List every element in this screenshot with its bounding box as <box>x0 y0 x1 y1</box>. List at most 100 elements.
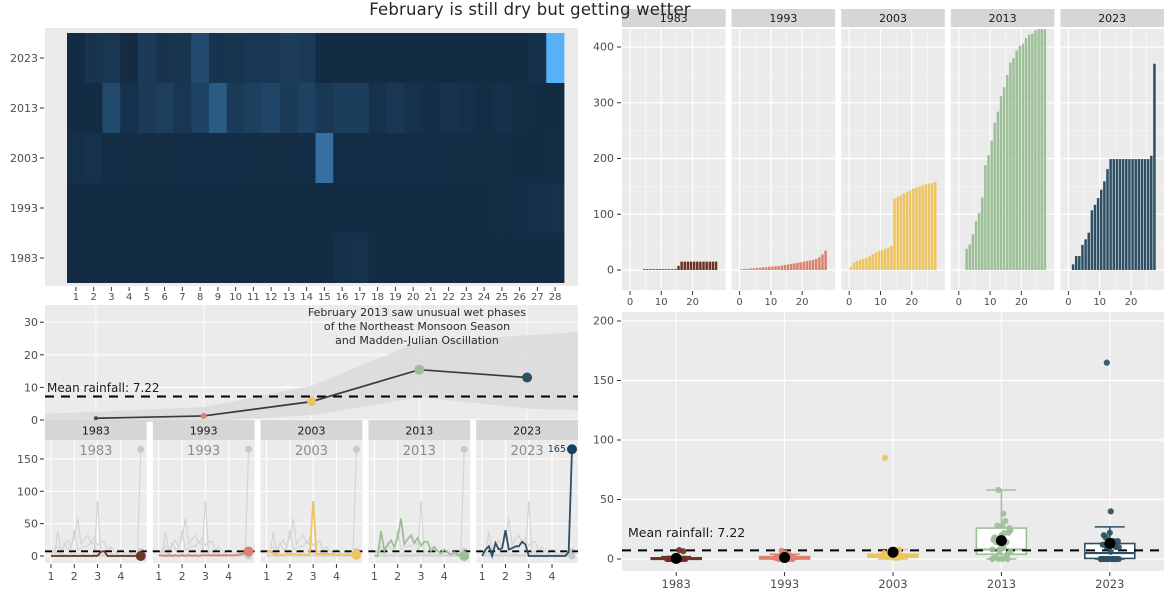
bar <box>883 248 887 270</box>
heatmap-cell <box>351 83 370 133</box>
heatmap-cell <box>138 133 157 183</box>
heatmap-day-label: 21 <box>425 292 438 303</box>
weekly-x-label: 2 <box>394 570 401 583</box>
boxplot-x-label: 2023 <box>1095 577 1124 591</box>
bar <box>667 269 671 270</box>
cumulative-x-label: 20 <box>1015 297 1028 308</box>
facet-panel <box>731 29 836 290</box>
weekly-facets-chart: 0 50 100 150 1983 1983 1 2 3 4 1993 1993 1 2 3 4 2003 200… <box>17 420 578 583</box>
heatmap-cell <box>404 83 423 133</box>
cumulative-x-label: 10 <box>655 297 668 308</box>
heatmap-cell <box>546 183 565 233</box>
heatmap-cell <box>333 83 352 133</box>
heatmap-cell <box>457 133 476 183</box>
bar <box>777 266 780 270</box>
heatmap-cell <box>475 83 494 133</box>
heatmap-cell <box>422 233 441 283</box>
boxplot-y-label: 150 <box>593 374 614 387</box>
bar <box>1128 159 1131 270</box>
heatmap-cell <box>510 233 529 283</box>
bar <box>652 269 655 270</box>
bar <box>880 249 884 270</box>
cumulative-y-label: 300 <box>593 96 614 109</box>
mean-dot <box>887 546 899 558</box>
heatmap-cell <box>297 83 316 133</box>
bar <box>786 264 790 270</box>
heatmap-cell <box>173 83 192 133</box>
background-line <box>50 500 141 556</box>
heatmap-cell <box>422 183 441 233</box>
heatmap-cell <box>120 83 139 133</box>
jitter-point <box>1007 548 1014 555</box>
cumulative-x-label: 0 <box>956 297 962 308</box>
heatmap-cell <box>120 183 139 233</box>
bar <box>887 247 890 270</box>
cumulative-x-label: 10 <box>1093 297 1106 308</box>
bar <box>674 269 677 270</box>
heatmap-day-label: 20 <box>407 292 420 303</box>
heatmap-cell <box>351 33 370 83</box>
bar <box>902 193 906 270</box>
jitter-point <box>1107 508 1114 515</box>
heatmap-day-label: 9 <box>215 292 221 303</box>
jitter-point <box>989 546 996 553</box>
weekly-y-label: 150 <box>17 453 38 466</box>
cumulative-x-label: 20 <box>796 297 809 308</box>
bar <box>1109 159 1112 270</box>
bar <box>702 261 705 270</box>
heatmap-day-label: 18 <box>371 292 384 303</box>
trend-point <box>93 416 98 421</box>
highlight-line <box>158 550 249 557</box>
heatmap-cell <box>173 33 192 83</box>
bar <box>768 266 771 270</box>
bar <box>1140 159 1144 270</box>
heatmap-cell <box>173 133 192 183</box>
weekly-x-label: 3 <box>310 570 317 583</box>
cumulative-y-label: 0 <box>607 264 614 277</box>
background-line <box>373 449 465 559</box>
heatmap-cell <box>351 183 370 233</box>
weekly-x-label: 3 <box>94 570 101 583</box>
heatmap-cell <box>297 233 316 283</box>
bar <box>1087 232 1090 270</box>
heatmap-day-label: 13 <box>283 292 296 303</box>
bar <box>1096 198 1100 270</box>
heatmap-cell <box>191 133 210 183</box>
bar <box>1018 45 1022 271</box>
background-end-dot <box>568 552 576 560</box>
panel-year-label: 2023 <box>511 444 544 459</box>
highlight-end-dot <box>351 549 362 560</box>
cumulative-x-label: 0 <box>1065 297 1071 308</box>
jitter-point <box>996 548 1003 555</box>
heatmap-day-label: 1 <box>73 292 79 303</box>
heatmap-cell <box>280 233 299 283</box>
heatmap-cell <box>244 233 263 283</box>
weekly-x-label: 4 <box>117 570 124 583</box>
weekly-y-label: 50 <box>24 518 38 531</box>
panel-year-label: 2003 <box>295 444 328 459</box>
heatmap-cell <box>315 83 334 133</box>
end-value-label: 165 <box>548 444 566 455</box>
bar <box>649 269 652 270</box>
jitter-point <box>1111 555 1118 563</box>
bar <box>865 257 868 270</box>
heatmap-day-label: 10 <box>229 292 242 303</box>
heatmap-cell <box>84 233 103 283</box>
annotation-line: February 2013 saw unusual wet phases <box>308 306 526 319</box>
heatmap-cell <box>120 133 139 183</box>
bar <box>689 261 693 270</box>
heatmap-cell <box>386 83 405 133</box>
bar <box>905 191 909 270</box>
heatmap-cell <box>386 183 405 233</box>
highlight-end-dot <box>567 444 577 455</box>
bar <box>1015 50 1018 270</box>
heatmap-cell <box>493 233 512 283</box>
heatmap-cell <box>510 83 529 133</box>
heatmap-cell <box>351 133 370 183</box>
bar <box>683 261 686 270</box>
bar <box>996 111 1000 270</box>
bar <box>1040 29 1043 270</box>
bar <box>1153 63 1156 270</box>
mean-label: Mean rainfall: 7.22 <box>47 381 160 395</box>
heatmap-cell <box>528 33 547 83</box>
